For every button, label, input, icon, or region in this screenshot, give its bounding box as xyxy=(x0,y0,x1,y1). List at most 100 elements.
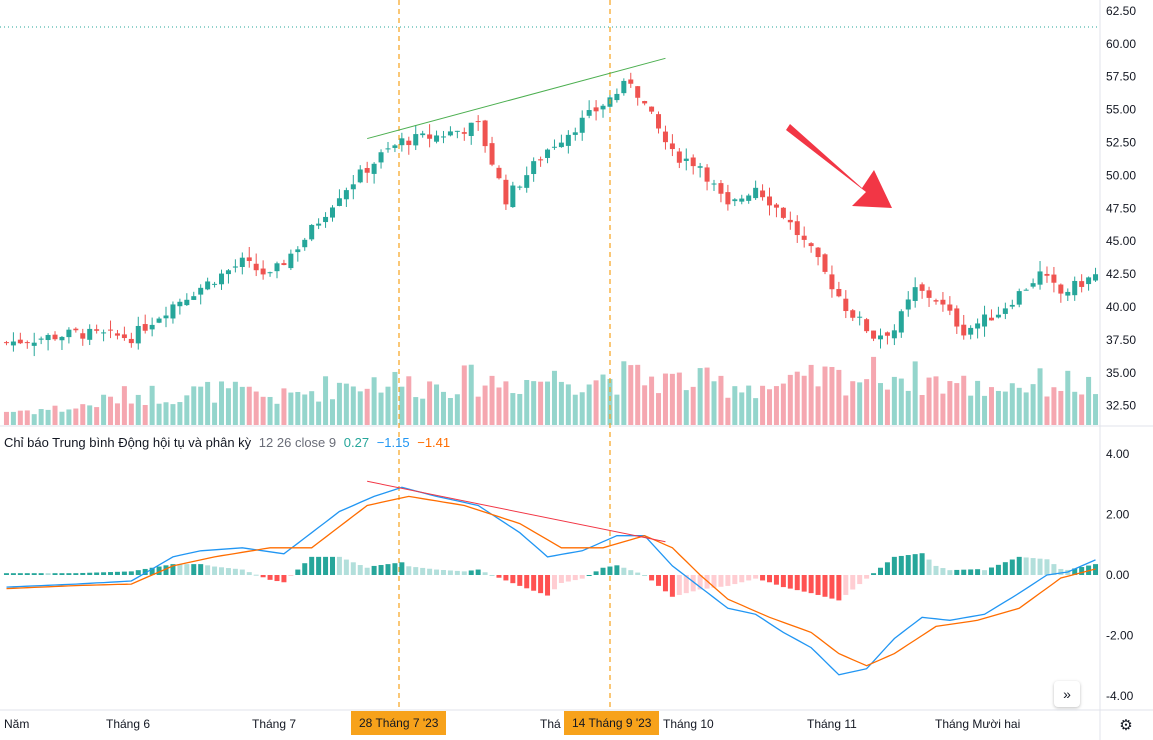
candle-body xyxy=(392,145,398,148)
volume-bar xyxy=(836,369,842,425)
time-tick-label: Tháng Mười hai xyxy=(935,717,1020,731)
candle-body xyxy=(135,325,141,344)
candle-body xyxy=(1009,304,1015,307)
volume-bar xyxy=(843,395,849,425)
candle-body xyxy=(343,190,349,200)
macd-histogram-bar xyxy=(732,575,738,585)
candle-body xyxy=(219,273,225,285)
volume-bar xyxy=(73,408,79,425)
volume-bar xyxy=(538,381,544,425)
signal-value: −1.41 xyxy=(417,435,451,450)
macd-histogram-bar xyxy=(260,575,266,578)
candle-body xyxy=(149,324,155,330)
volume-bar xyxy=(649,376,655,425)
macd-histogram-bar xyxy=(926,559,932,575)
volume-bar xyxy=(905,390,911,425)
candle-body xyxy=(114,333,120,336)
volume-bar xyxy=(697,368,703,425)
macd-histogram-bar xyxy=(177,564,183,575)
macd-histogram-bar xyxy=(184,564,190,575)
macd-trendline xyxy=(367,480,666,543)
volume-bar xyxy=(1002,391,1008,425)
volume-bar xyxy=(1051,387,1057,425)
signal-line xyxy=(6,495,1096,667)
macd-histogram-bar xyxy=(600,567,606,575)
scroll-to-realtime-button[interactable]: » xyxy=(1054,681,1080,707)
macd-histogram-bar xyxy=(94,572,100,575)
volume-bar xyxy=(288,392,294,425)
candle-body xyxy=(968,327,974,335)
price-tick-label: 55.00 xyxy=(1106,103,1136,117)
macd-histogram-bar xyxy=(170,564,176,575)
candle-body xyxy=(225,270,231,275)
macd-histogram-bar xyxy=(843,575,849,595)
macd-histogram-bar xyxy=(329,556,335,575)
macd-histogram-bar xyxy=(413,567,419,575)
macd-histogram-bar xyxy=(1079,567,1085,575)
volume-bar xyxy=(128,403,134,425)
macd-histogram-bar xyxy=(114,571,120,575)
volume-bar xyxy=(579,392,585,425)
macd-histogram-bar xyxy=(1002,562,1008,575)
candle-body xyxy=(323,216,329,223)
macd-histogram-bar xyxy=(149,567,155,575)
macd-histogram-bar xyxy=(877,567,883,575)
volume-bar xyxy=(871,356,877,425)
candle-body xyxy=(1079,281,1085,287)
candle-body xyxy=(475,121,481,123)
volume-bar xyxy=(461,365,467,425)
volume-bar xyxy=(510,393,516,425)
macd-histogram-bar xyxy=(968,569,974,575)
price-tick-label: 50.00 xyxy=(1106,168,1136,182)
macd-histogram-bar xyxy=(406,566,412,575)
macd-histogram-bar xyxy=(676,575,682,595)
macd-histogram-bar xyxy=(447,570,453,575)
volume-bar xyxy=(24,410,30,425)
candle-body xyxy=(357,169,363,183)
macd-histogram-bar xyxy=(628,570,634,575)
macd-histogram-bar xyxy=(961,569,967,575)
candle-body xyxy=(1093,274,1099,281)
price-tick-label: 35.00 xyxy=(1106,366,1136,380)
volume-bar xyxy=(551,370,557,425)
candle-body xyxy=(1030,283,1036,287)
volume-bar xyxy=(683,390,689,425)
gear-icon[interactable]: ⚙ xyxy=(1119,717,1133,734)
macd-histogram-bar xyxy=(947,570,953,575)
candle-body xyxy=(295,249,301,253)
candle-body xyxy=(794,221,800,236)
macd-histogram-bar xyxy=(579,575,585,579)
macd-histogram-bar xyxy=(739,575,745,583)
macd-histogram-bar xyxy=(267,575,273,580)
candle-body xyxy=(871,330,877,339)
volume-bar xyxy=(177,402,183,425)
macd-histogram-bar xyxy=(128,571,134,575)
macd-histogram-bar xyxy=(10,573,16,575)
volume-bar xyxy=(496,387,502,425)
volume-bar xyxy=(642,385,648,425)
volume-bar xyxy=(739,392,745,425)
volume-bar xyxy=(156,403,162,425)
candle-body xyxy=(725,192,731,205)
volume-bar xyxy=(31,414,37,425)
volume-bar xyxy=(274,403,280,425)
volume-bar xyxy=(1009,383,1015,425)
price-tick-label: 45.00 xyxy=(1106,234,1136,248)
indicator-name: Chỉ báo Trung bình Động hội tụ và phân k… xyxy=(4,435,252,450)
candle-body xyxy=(364,168,370,173)
macd-histogram-bar xyxy=(343,559,349,575)
candle-body xyxy=(371,163,377,174)
volume-bar xyxy=(635,364,641,425)
macd-histogram-bar xyxy=(3,573,9,575)
macd-histogram-bar xyxy=(954,569,960,575)
candle-body xyxy=(281,263,287,266)
candle-body xyxy=(461,132,467,134)
volume-bar xyxy=(982,395,988,425)
candle-body xyxy=(538,159,544,161)
volume-bar xyxy=(225,388,231,425)
candle-body xyxy=(87,328,93,340)
macd-histogram-bar xyxy=(212,566,218,575)
macd-histogram-bar xyxy=(725,575,731,586)
volume-bar xyxy=(794,371,800,425)
